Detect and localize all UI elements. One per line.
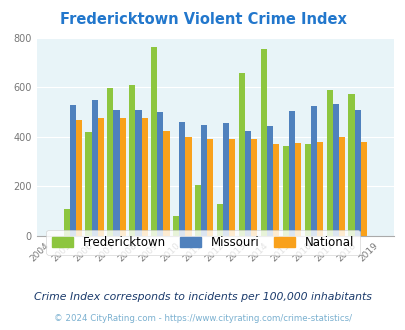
- Text: Fredericktown Violent Crime Index: Fredericktown Violent Crime Index: [60, 12, 345, 26]
- Bar: [173, 216, 179, 236]
- Bar: [200, 124, 207, 236]
- Bar: [207, 139, 213, 236]
- Bar: [304, 145, 310, 236]
- Bar: [326, 90, 332, 236]
- Bar: [294, 143, 301, 236]
- Bar: [85, 132, 92, 236]
- Bar: [141, 118, 147, 236]
- Bar: [63, 209, 70, 236]
- Bar: [273, 145, 279, 236]
- Bar: [216, 204, 222, 236]
- Bar: [76, 120, 82, 236]
- Bar: [244, 131, 251, 236]
- Bar: [113, 110, 119, 236]
- Bar: [222, 123, 229, 236]
- Bar: [129, 85, 135, 236]
- Bar: [107, 88, 113, 236]
- Bar: [179, 122, 185, 236]
- Bar: [119, 118, 126, 236]
- Bar: [98, 118, 104, 236]
- Bar: [157, 112, 163, 236]
- Bar: [354, 110, 360, 236]
- Bar: [163, 131, 169, 236]
- Bar: [360, 142, 366, 236]
- Bar: [332, 104, 338, 236]
- Bar: [70, 105, 76, 236]
- Bar: [238, 73, 244, 236]
- Bar: [310, 106, 316, 236]
- Bar: [266, 126, 273, 236]
- Bar: [282, 146, 288, 236]
- Bar: [288, 111, 294, 236]
- Legend: Fredericktown, Missouri, National: Fredericktown, Missouri, National: [46, 230, 359, 255]
- Bar: [251, 139, 257, 236]
- Bar: [185, 137, 191, 236]
- Text: © 2024 CityRating.com - https://www.cityrating.com/crime-statistics/: © 2024 CityRating.com - https://www.city…: [54, 314, 351, 323]
- Bar: [316, 142, 322, 236]
- Bar: [151, 47, 157, 236]
- Bar: [347, 94, 354, 236]
- Bar: [135, 110, 141, 236]
- Bar: [229, 139, 235, 236]
- Bar: [92, 100, 98, 236]
- Text: Crime Index corresponds to incidents per 100,000 inhabitants: Crime Index corresponds to incidents per…: [34, 292, 371, 302]
- Bar: [338, 137, 344, 236]
- Bar: [260, 49, 266, 236]
- Bar: [194, 185, 200, 236]
